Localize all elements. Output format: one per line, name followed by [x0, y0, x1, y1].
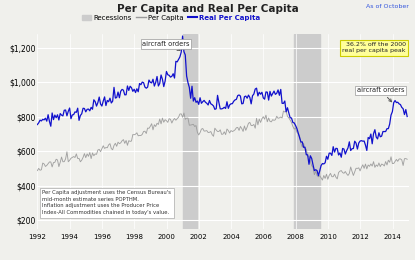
Text: aircraft orders: aircraft orders — [357, 87, 405, 102]
Bar — [294, 34, 320, 229]
Text: Per Capita and Real Per Capita: Per Capita and Real Per Capita — [117, 4, 298, 14]
Legend: Recessions, Per Capita, Real Per Capita: Recessions, Per Capita, Real Per Capita — [79, 12, 263, 23]
Text: As of October: As of October — [366, 4, 409, 9]
Text: Per Capita adjustment uses the Census Bureau's
mid-month estimate series POPTHM.: Per Capita adjustment uses the Census Bu… — [42, 190, 171, 215]
Bar — [183, 34, 197, 229]
Text: aircraft orders: aircraft orders — [142, 41, 190, 50]
Text: 36.2% off the 2000
real per capita peak: 36.2% off the 2000 real per capita peak — [342, 42, 405, 53]
